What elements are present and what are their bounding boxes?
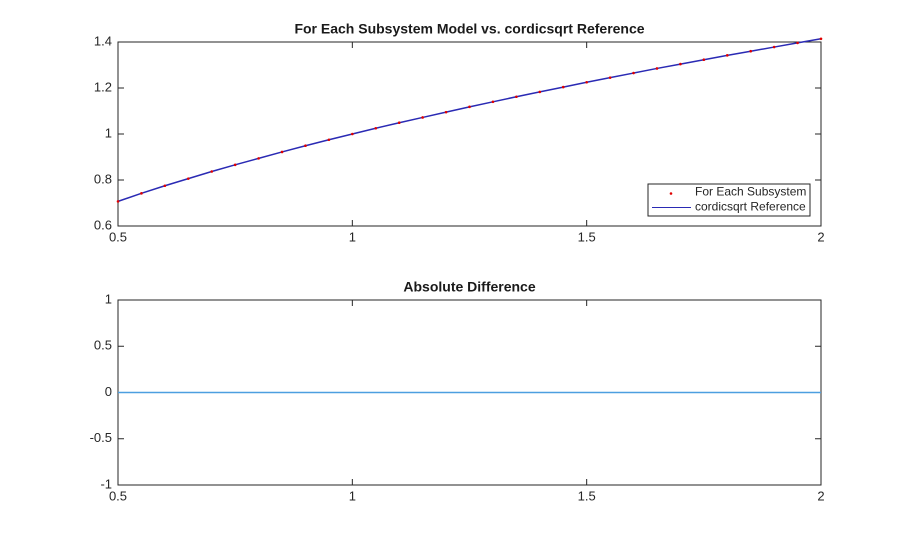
data-point — [280, 150, 284, 154]
data-point — [608, 76, 612, 79]
data-point — [772, 45, 776, 49]
data-point — [421, 116, 424, 119]
data-point — [702, 58, 706, 62]
data-point — [796, 41, 799, 45]
y-tick-label: 0.8 — [94, 171, 112, 186]
data-point — [725, 54, 729, 57]
data-point — [679, 62, 682, 66]
data-point — [304, 144, 307, 148]
y-tick-label: 1.4 — [94, 33, 112, 48]
x-tick-label: 0.5 — [109, 229, 127, 244]
y-tick-label: 0.6 — [94, 217, 112, 232]
data-point — [116, 200, 120, 203]
legend-label: cordicsqrt Reference — [695, 200, 806, 214]
data-point — [585, 80, 588, 84]
y-tick-label: 1 — [105, 125, 112, 140]
y-tick-label: -0.5 — [90, 430, 112, 445]
data-point — [327, 138, 331, 142]
y-tick-label: 1 — [105, 291, 112, 306]
chart-title: Absolute Difference — [403, 279, 535, 295]
data-point — [749, 49, 752, 53]
x-tick-label: 1 — [349, 488, 356, 503]
data-point — [351, 132, 354, 136]
legend-symbol — [669, 192, 673, 195]
data-point — [233, 163, 237, 167]
y-tick-label: 1.2 — [94, 79, 112, 94]
y-tick-label: -1 — [100, 476, 112, 491]
data-point — [561, 85, 565, 89]
data-point — [397, 121, 401, 125]
y-tick-label: 0.5 — [94, 338, 112, 353]
data-point — [468, 105, 471, 109]
x-tick-label: 1.5 — [578, 229, 596, 244]
data-point — [819, 37, 823, 41]
chart-title: For Each Subsystem Model vs. cordicsqrt … — [294, 21, 644, 37]
y-tick-label: 0 — [105, 384, 112, 399]
data-point — [257, 157, 260, 160]
data-point — [515, 95, 518, 99]
x-tick-label: 2 — [817, 229, 824, 244]
data-point — [444, 110, 448, 114]
x-tick-label: 1.5 — [578, 488, 596, 503]
x-tick-label: 1 — [349, 229, 356, 244]
legend — [647, 183, 811, 217]
data-point — [491, 100, 495, 104]
data-point — [210, 170, 214, 173]
x-tick-label: 2 — [817, 488, 824, 503]
x-tick-label: 0.5 — [109, 488, 127, 503]
data-point — [632, 71, 635, 75]
data-point — [140, 192, 143, 195]
data-point — [538, 90, 542, 94]
data-point — [187, 177, 190, 180]
legend-label: For Each Subsystem — [695, 185, 806, 199]
data-point — [374, 126, 378, 130]
data-point — [655, 67, 659, 70]
data-point — [163, 184, 167, 188]
